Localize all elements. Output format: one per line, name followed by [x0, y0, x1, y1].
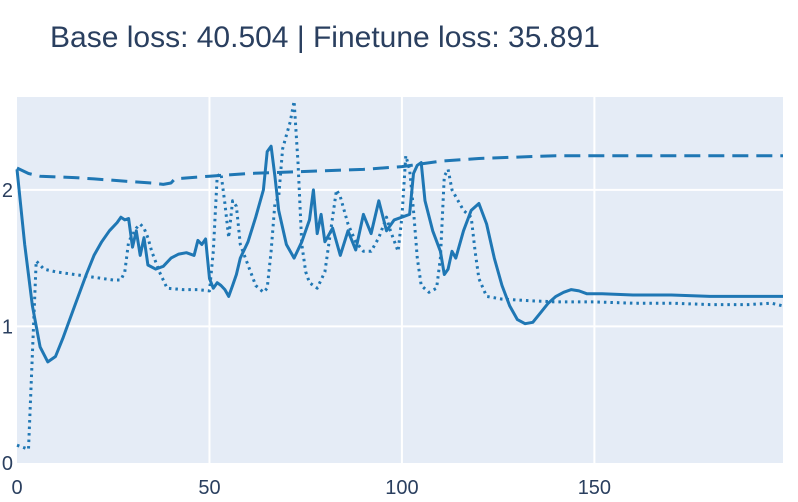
- plot-area: [17, 97, 783, 463]
- y-tick-label: 1: [2, 316, 13, 338]
- x-tick-label: 100: [385, 477, 418, 499]
- x-tick-label: 0: [11, 477, 22, 499]
- series-line-dotted: [16, 99, 784, 451]
- y-tick-label: 0: [2, 453, 13, 475]
- series-line-solid: [15, 144, 783, 364]
- chart-title: Base loss: 40.504 | Finetune loss: 35.89…: [50, 21, 600, 54]
- grid-lines: [17, 97, 783, 463]
- x-tick-label: 50: [198, 477, 220, 499]
- series-layer: [15, 99, 784, 451]
- axis-tick-labels: 0 50 100 150 0 1 2: [2, 180, 611, 499]
- y-tick-label: 2: [2, 180, 13, 202]
- series-line-dashed: [16, 154, 783, 186]
- x-tick-label: 150: [578, 477, 611, 499]
